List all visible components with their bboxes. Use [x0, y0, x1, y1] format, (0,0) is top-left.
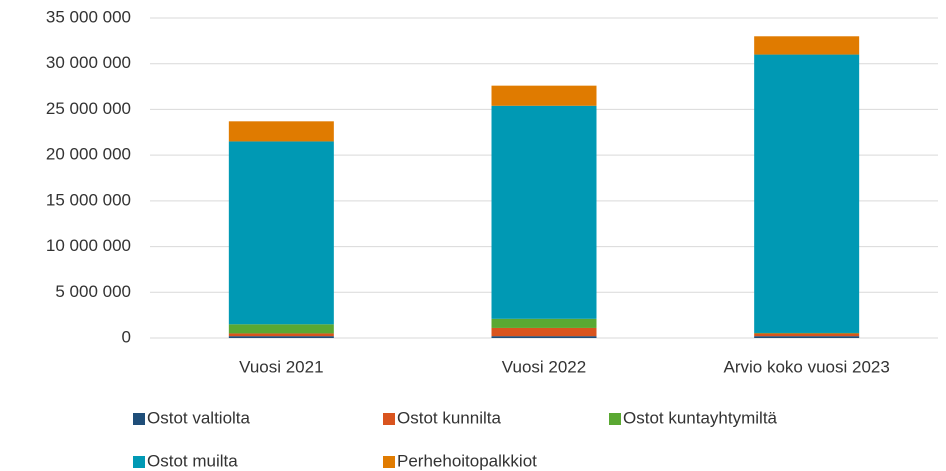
x-tick-label: Vuosi 2021	[239, 357, 323, 376]
y-tick-label: 15 000 000	[46, 190, 131, 209]
bar-segment	[491, 336, 597, 338]
x-tick-label: Vuosi 2022	[502, 357, 586, 376]
bar-segment	[754, 54, 860, 333]
legend-marker	[609, 413, 621, 425]
y-tick-label: 30 000 000	[46, 53, 131, 72]
legend-marker	[133, 413, 145, 425]
legend-marker	[383, 456, 395, 468]
legend-marker	[133, 456, 145, 468]
y-tick-label: 25 000 000	[46, 99, 131, 118]
y-tick-label: 35 000 000	[46, 7, 131, 26]
bar-segment	[228, 324, 334, 334]
bar-segment	[228, 333, 334, 337]
bar-segment	[491, 85, 597, 106]
bar-segment	[228, 121, 334, 142]
bar-segment	[228, 141, 334, 325]
legend-label: Ostot kuntayhtymiltä	[623, 408, 778, 427]
legend-label: Ostot valtiolta	[147, 408, 251, 427]
bar-segment	[491, 318, 597, 328]
bar-segment	[754, 336, 860, 338]
y-tick-label: 10 000 000	[46, 236, 131, 255]
bar-segment	[228, 336, 334, 338]
bar-segment	[754, 333, 860, 337]
legend-label: Ostot kunnilta	[397, 408, 501, 427]
y-tick-label: 20 000 000	[46, 145, 131, 164]
bar-segment	[491, 327, 597, 337]
bar-segment	[491, 105, 597, 319]
legend-label: Perhehoitopalkkiot	[397, 451, 537, 470]
x-tick-label: Arvio koko vuosi 2023	[724, 357, 890, 376]
bar-segment	[754, 36, 860, 55]
y-tick-label: 0	[122, 327, 131, 346]
legend-label: Ostot muilta	[147, 451, 238, 470]
legend-marker	[383, 413, 395, 425]
y-tick-label: 5 000 000	[55, 282, 131, 301]
